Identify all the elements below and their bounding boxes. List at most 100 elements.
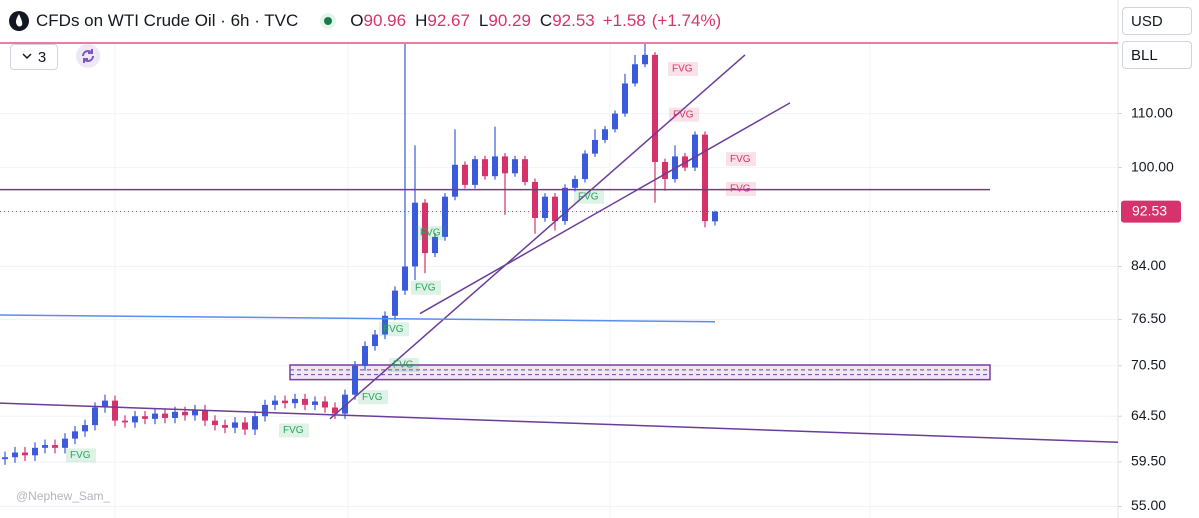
candle-body [652, 54, 658, 162]
ohlc-label: H [415, 11, 428, 30]
candle-body [232, 422, 238, 428]
candle-body [282, 400, 288, 404]
candle-body [62, 438, 68, 448]
candle-body [72, 431, 78, 439]
candle-body [412, 202, 418, 267]
candle-body [472, 159, 478, 185]
candle-body [482, 159, 488, 177]
candle-body [172, 411, 178, 418]
change-pct: (+1.74%) [651, 11, 722, 30]
fvg-label: FVG [70, 450, 91, 461]
candle-body [2, 457, 8, 460]
candle-body [462, 164, 468, 185]
candle-body [402, 266, 408, 291]
candle-body [252, 416, 258, 430]
refresh-icon [82, 49, 94, 63]
fvg-box [726, 152, 756, 167]
candle-body [292, 398, 298, 404]
y-tick-label: 59.50 [1131, 453, 1166, 469]
trend-line [329, 54, 746, 420]
trend-line [0, 314, 716, 323]
candle-body [622, 83, 628, 114]
candle-body [132, 416, 138, 423]
y-tick-label: 64.50 [1131, 407, 1166, 423]
candle-body [162, 413, 168, 418]
candle-body [102, 400, 108, 408]
watermark: @Nephew_Sam_ [16, 489, 111, 503]
candle-body [382, 315, 388, 335]
currency-dropdown[interactable]: USD [1122, 7, 1192, 35]
fvg-box [416, 226, 446, 241]
candle-body [432, 236, 438, 254]
candle-body [142, 416, 148, 419]
ohlc-label: O [350, 11, 364, 30]
fvg-label: FVG [672, 64, 693, 75]
candle-body [312, 401, 318, 405]
unit-dropdown[interactable]: BLL [1122, 41, 1192, 69]
y-tick-label: 76.50 [1131, 310, 1166, 326]
fvg-box [726, 181, 756, 196]
fvg-box [66, 448, 96, 463]
candle-body [122, 420, 128, 423]
candle-body [332, 407, 338, 414]
y-tick-label: 110.00 [1131, 104, 1173, 120]
candle-body [662, 161, 668, 180]
candle-body [52, 445, 58, 448]
candle-body [352, 365, 358, 395]
candle-body [502, 156, 508, 174]
candle-body [602, 129, 608, 140]
candle-body [42, 445, 48, 448]
fvg-box [279, 423, 309, 438]
candle-body [592, 139, 598, 154]
candle-body [552, 196, 558, 222]
fvg-box [669, 107, 699, 122]
candle-body [542, 196, 548, 218]
ohlc-value: 92.53 [552, 11, 595, 30]
candle-body [442, 196, 448, 237]
candle-body [422, 202, 428, 254]
candle-body [112, 400, 118, 421]
zone [289, 364, 991, 381]
candle-body [492, 156, 498, 177]
y-tick-label: 100.00 [1131, 158, 1174, 174]
fvg-label: FVG [383, 324, 404, 335]
ohlc-value: 92.67 [427, 11, 470, 30]
fvg-label: FVG [578, 191, 599, 202]
candle-body [322, 401, 328, 408]
plot: FVG FVG FVG FVG FVG FVG FVG FVG FVG FVG FVG FVG [0, 44, 1118, 508]
candle-body [512, 159, 518, 174]
candle-body [702, 134, 708, 222]
ohlc-value: 90.29 [488, 11, 531, 30]
candle-body [342, 394, 348, 414]
fvg-box [574, 189, 604, 204]
candle-body [12, 452, 18, 458]
last-price-label: 92.53 [1132, 202, 1167, 218]
candle-body [632, 64, 638, 84]
candle-body [642, 54, 648, 65]
interval-dropdown[interactable]: 3 [10, 44, 58, 70]
candle-body [372, 334, 378, 347]
candle-body [222, 425, 228, 428]
candle-body [92, 407, 98, 426]
ohlc-label: C [539, 11, 553, 30]
candle-body [242, 422, 248, 430]
trend-line [419, 102, 791, 315]
candle-body [32, 447, 38, 456]
y-tick-label: 55.00 [1131, 497, 1166, 513]
y-tick-label: 70.50 [1131, 356, 1166, 372]
fvg-box [379, 322, 409, 337]
fvg-label: FVG [415, 282, 436, 293]
change: +1.58 [602, 11, 646, 30]
refresh-button[interactable] [76, 44, 100, 68]
candle-body [612, 113, 618, 130]
fvg-label: FVG [730, 184, 751, 195]
fvg-label: FVG [673, 109, 694, 120]
candle-body [562, 187, 568, 222]
candle-body [362, 346, 368, 366]
candle-body [572, 179, 578, 188]
logo [9, 11, 29, 31]
fvg-box [358, 390, 388, 405]
candle-body [22, 452, 28, 456]
